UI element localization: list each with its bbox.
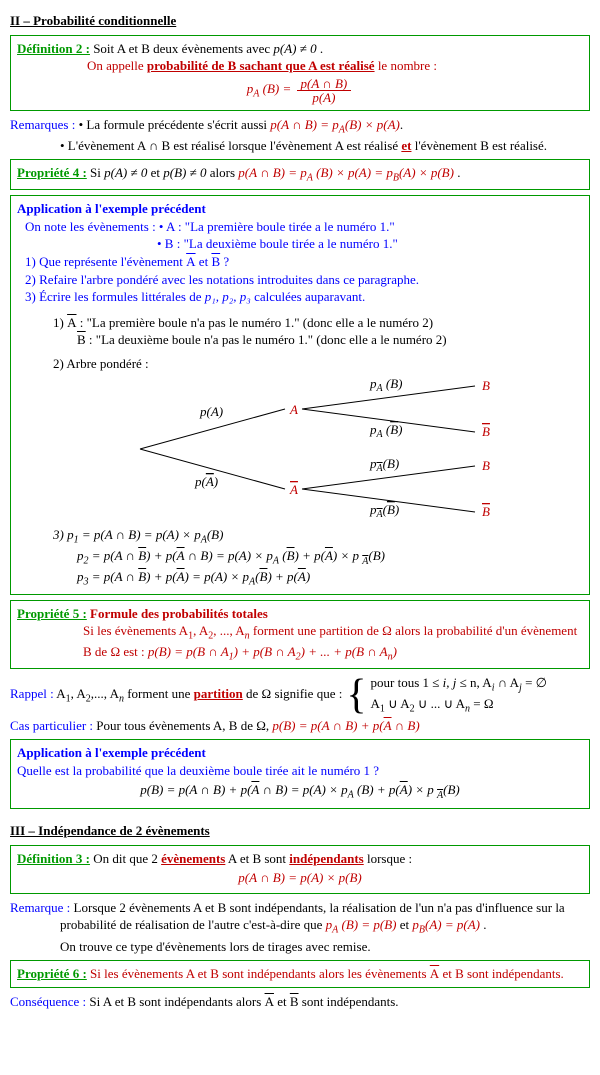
def2-line2: On appelle probabilité de B sachant que … [87, 57, 583, 75]
application-1-box: Application à l'exemple précédent On not… [10, 195, 590, 594]
definition-2-box: Définition 2 : Soit A et B deux évènemen… [10, 35, 590, 111]
app1-ans1b: B : "La deuxième boule n'a pas le numéro… [77, 331, 583, 349]
def3-label: Définition 3 : [17, 851, 90, 866]
def2-l2b: probabilité de B sachant que A est réali… [147, 58, 375, 73]
svg-text:A: A [289, 402, 298, 417]
svg-text:A: A [289, 482, 298, 497]
prop5-label: Propriété 5 : [17, 606, 87, 621]
svg-text:pA(B): pA(B) [369, 502, 399, 520]
svg-text:p(A): p(A) [194, 474, 218, 489]
def2-formula: pA (B) = p(A ∩ B)p(A) [17, 77, 583, 104]
svg-text:p(A): p(A) [199, 404, 223, 419]
prop4-box: Propriété 4 : Si p(A) ≠ 0 et p(B) ≠ 0 al… [10, 159, 590, 190]
svg-text:B: B [482, 504, 490, 519]
rappel-label: Rappel : [10, 686, 54, 701]
app1-ans3-l3: p3 = p(A ∩ B) + p(A) = p(A) × pA(B) + p(… [77, 568, 583, 589]
app1-q1: 1) Que représente l'évènement A et B ? [25, 253, 583, 271]
remarks-r2: • L'évènement A ∩ B est réalisé lorsque … [60, 137, 590, 155]
prop5-box: Propriété 5 : Formule des probabilités t… [10, 600, 590, 670]
svg-text:pA (B): pA (B) [369, 376, 402, 394]
app1-q2: 2) Refaire l'arbre pondéré avec les nota… [25, 271, 583, 289]
section-3-title: III – Indépendance de 2 évènements [10, 822, 590, 840]
app1-intro-b: • B : "La deuxième boule tirée a le numé… [157, 235, 583, 253]
def2-intro: Soit A et B deux évènements avec [93, 41, 273, 56]
consequence: Conséquence : Si A et B sont indépendant… [10, 993, 590, 1011]
def2-l2c: le nombre : [378, 58, 437, 73]
prop5-l2: B de Ω est : p(B) = p(B ∩ A1) + p(B ∩ A2… [83, 643, 583, 664]
remarks-r1a: • La formule précédente s'écrit aussi [79, 117, 271, 132]
app1-ans3-l2: p2 = p(A ∩ B) + p(A ∩ B) = p(A) × pA (B)… [77, 547, 583, 568]
remarks-label: Remarques : [10, 117, 75, 132]
def2-label: Définition 2 : [17, 41, 90, 56]
svg-text:B: B [482, 378, 490, 393]
app2-formula: p(B) = p(A ∩ B) + p(A ∩ B) = p(A) × pA (… [17, 781, 583, 802]
remark3-block: Remarque : Lorsque 2 évènements A et B s… [10, 899, 590, 955]
brace-icon: { [346, 679, 366, 711]
rappel-block: Rappel : A1, A2,..., An forment une part… [10, 674, 590, 716]
app2-title: Application à l'exemple précédent [17, 744, 583, 762]
conseq-label: Conséquence : [10, 994, 86, 1009]
remarks-block: Remarques : • La formule précédente s'éc… [10, 116, 590, 155]
def2-cond: p(A) ≠ 0 [273, 41, 316, 56]
cas-particulier: Cas particulier : Pour tous évènements A… [10, 717, 590, 735]
def3-formula: p(A ∩ B) = p(A) × p(B) [17, 869, 583, 887]
remark3-label: Remarque : [10, 900, 70, 915]
prop6-box: Propriété 6 : Si les évènements A et B s… [10, 960, 590, 988]
app1-ans1a: 1) A : "La première boule n'a pas le num… [53, 314, 583, 332]
app1-q3: 3) Écrire les formules littérales de p₁,… [25, 288, 583, 306]
app1-ans3-l1: 3) p1 = p(A ∩ B) = p(A) × pA(B) [53, 526, 583, 547]
svg-text:B: B [482, 458, 490, 473]
prop5-title: Formule des probabilités totales [90, 606, 268, 621]
svg-text:pA (B): pA (B) [369, 422, 403, 440]
def2-l2a: On appelle [87, 58, 147, 73]
app1-ans2: 2) Arbre pondéré : [53, 355, 583, 373]
svg-text:pA(B): pA(B) [369, 456, 399, 474]
application-2-box: Application à l'exemple précédent Quelle… [10, 739, 590, 809]
app1-title: Application à l'exemple précédent [17, 200, 583, 218]
prop6-label: Propriété 6 : [17, 966, 87, 981]
app2-q: Quelle est la probabilité que la deuxièm… [17, 762, 583, 780]
section-2-title: II – Probabilité conditionnelle [10, 12, 590, 30]
def2-line1: Définition 2 : Soit A et B deux évènemen… [17, 40, 583, 58]
probability-tree: p(A) p(A) A A pA (B) pA (B) B B pA(B) pA… [70, 374, 530, 524]
casp-label: Cas particulier : [10, 718, 93, 733]
prop4-label: Propriété 4 : [17, 165, 87, 180]
definition-3-box: Définition 3 : On dit que 2 évènements A… [10, 845, 590, 894]
prop5-l1: Si les évènements A1, A2, ..., An formen… [83, 622, 583, 643]
app1-intro-a: On note les évènements : • A : "La premi… [25, 218, 583, 236]
svg-text:B: B [482, 424, 490, 439]
